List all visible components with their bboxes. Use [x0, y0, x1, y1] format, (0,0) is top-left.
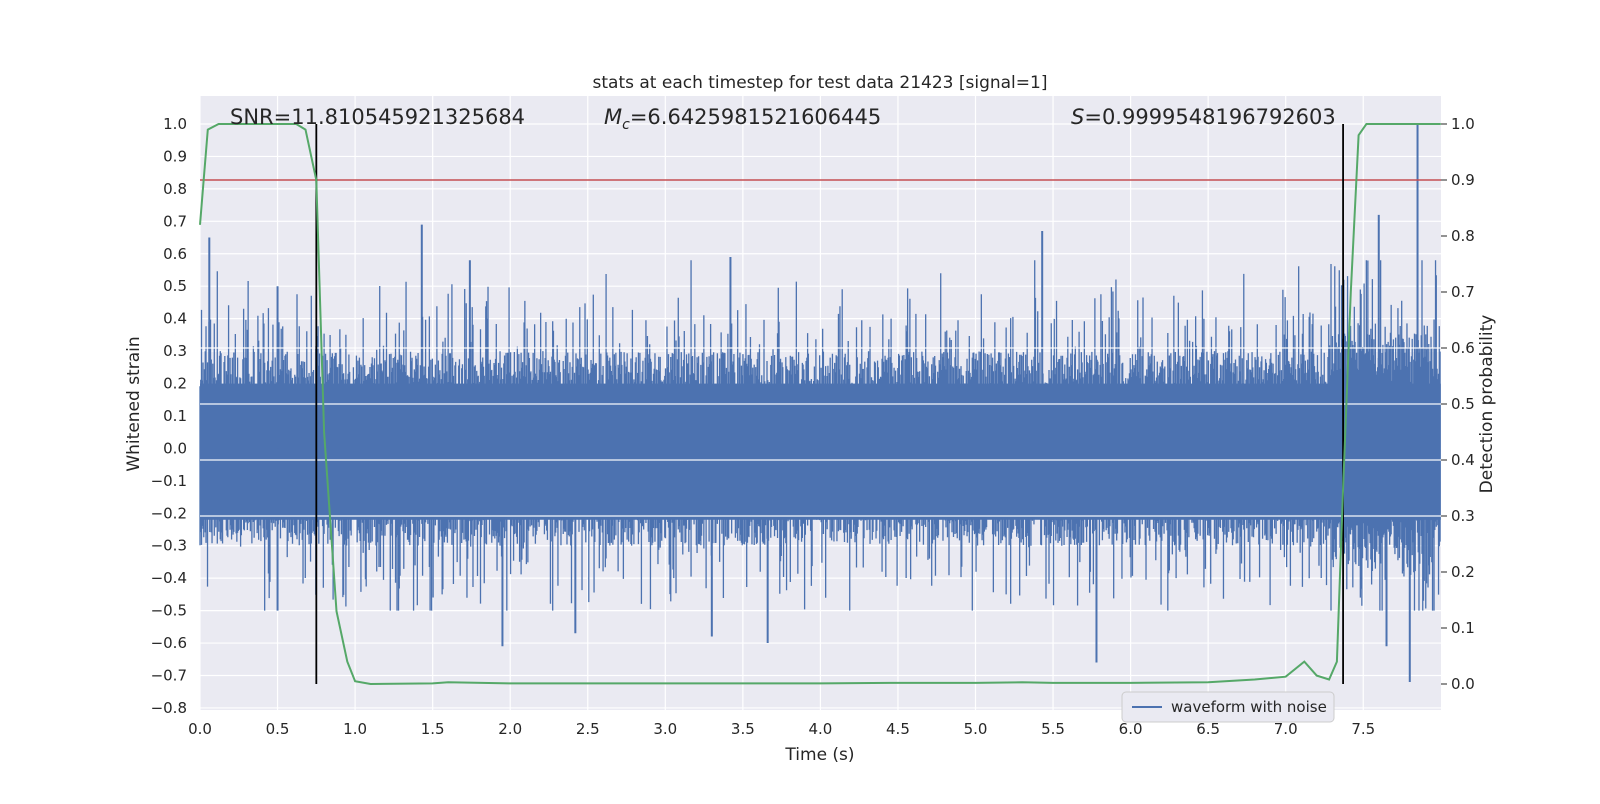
y-tick-label: 0.6	[163, 245, 187, 263]
right-tick-label: 1.0	[1451, 115, 1475, 133]
legend: waveform with noise	[1121, 691, 1335, 723]
y-tick-label: −0.8	[151, 699, 187, 717]
right-tick-label: 0.7	[1451, 283, 1475, 301]
snr-annotation: SNR=11.810545921325684	[230, 105, 525, 129]
right-tick-label: 0.1	[1451, 619, 1475, 637]
y-tick-label: 0.5	[163, 277, 187, 295]
right-tick-label: 0.9	[1451, 171, 1475, 189]
y-tick-label: −0.6	[151, 634, 187, 652]
y-tick-label: −0.3	[151, 537, 187, 555]
y-tick-label: −0.5	[151, 602, 187, 620]
y-axis-ticks: 1.0 0.9 0.8 0.7 0.6 0.5 0.4 0.3 0.2 0.1 0.0 −0.1 −0.…	[151, 115, 187, 717]
chirp-mass-symbol: M	[604, 105, 622, 129]
y-tick-label: 0.7	[163, 212, 187, 230]
y-tick-label: 0.1	[163, 407, 187, 425]
x-tick-label: 6.0	[1119, 720, 1143, 738]
y-tick-label: 0.3	[163, 342, 187, 360]
x-tick-label: 6.5	[1196, 720, 1220, 738]
chirp-mass-annotation: Mc=6.6425981521606445	[604, 105, 881, 133]
score-value: =0.9999548196792603	[1084, 105, 1335, 129]
x-tick-label: 0.5	[266, 720, 290, 738]
legend-box	[1121, 691, 1335, 723]
x-tick-label: 0.0	[188, 720, 212, 738]
chart-title: stats at each timestep for test data 214…	[593, 73, 1048, 93]
x-tick-label: 1.0	[343, 720, 367, 738]
score-annotation: S=0.9999548196792603	[1071, 105, 1336, 129]
right-tick-label: 0.8	[1451, 227, 1475, 245]
x-tick-label: 5.5	[1041, 720, 1065, 738]
y-tick-label: 0.8	[163, 180, 187, 198]
y-tick-label: 0.4	[163, 310, 187, 328]
right-tick-label: 0.4	[1451, 451, 1475, 469]
y-tick-label: 0.9	[163, 147, 187, 165]
right-axis-ticks: 1.0 0.9 0.8 0.7 0.6 0.5 0.4 0.3 0.2 0.1 0.0	[1441, 115, 1475, 693]
right-tick-label: 0.6	[1451, 339, 1475, 357]
right-tick-label: 0.0	[1451, 675, 1475, 693]
y-tick-label: −0.4	[151, 569, 187, 587]
right-tick-label: 0.5	[1451, 395, 1475, 413]
x-tick-label: 4.0	[808, 720, 832, 738]
right-tick-label: 0.3	[1451, 507, 1475, 525]
right-y-axis-label: Detection probability	[1477, 315, 1497, 494]
score-symbol: S	[1071, 105, 1084, 129]
x-tick-label: 2.5	[576, 720, 600, 738]
x-axis-label: Time (s)	[784, 745, 854, 765]
x-tick-label: 5.0	[964, 720, 988, 738]
x-tick-label: 3.5	[731, 720, 755, 738]
y-tick-label: −0.1	[151, 472, 187, 490]
y-axis-label: Whitened strain	[124, 336, 144, 471]
x-tick-label: 1.5	[421, 720, 445, 738]
y-tick-label: −0.7	[151, 666, 187, 684]
x-axis-ticks: 0.0 0.5 1.0 1.5 2.0 2.5 3.0 3.5 4.0 4.5 5.0 5.5 6.0 6…	[188, 720, 1375, 738]
x-tick-label: 4.5	[886, 720, 910, 738]
y-tick-label: 0.0	[163, 439, 187, 457]
chirp-mass-value: =6.6425981521606445	[630, 105, 881, 129]
x-tick-label: 3.0	[653, 720, 677, 738]
probability-line	[199, 123, 1441, 686]
reference-lines	[200, 124, 1441, 684]
probability-series	[199, 123, 1441, 686]
x-tick-label: 7.5	[1351, 720, 1375, 738]
chirp-mass-subscript: c	[622, 117, 630, 133]
y-tick-label: 1.0	[163, 115, 187, 133]
waveform-series	[199, 124, 1441, 682]
x-tick-label: 2.0	[498, 720, 522, 738]
x-tick-label: 7.0	[1274, 720, 1298, 738]
waveform-core	[200, 383, 1441, 520]
right-tick-label: 0.2	[1451, 563, 1475, 581]
y-tick-label: 0.2	[163, 375, 187, 393]
y-tick-label: −0.2	[151, 504, 187, 522]
legend-label: waveform with noise	[1171, 698, 1327, 716]
